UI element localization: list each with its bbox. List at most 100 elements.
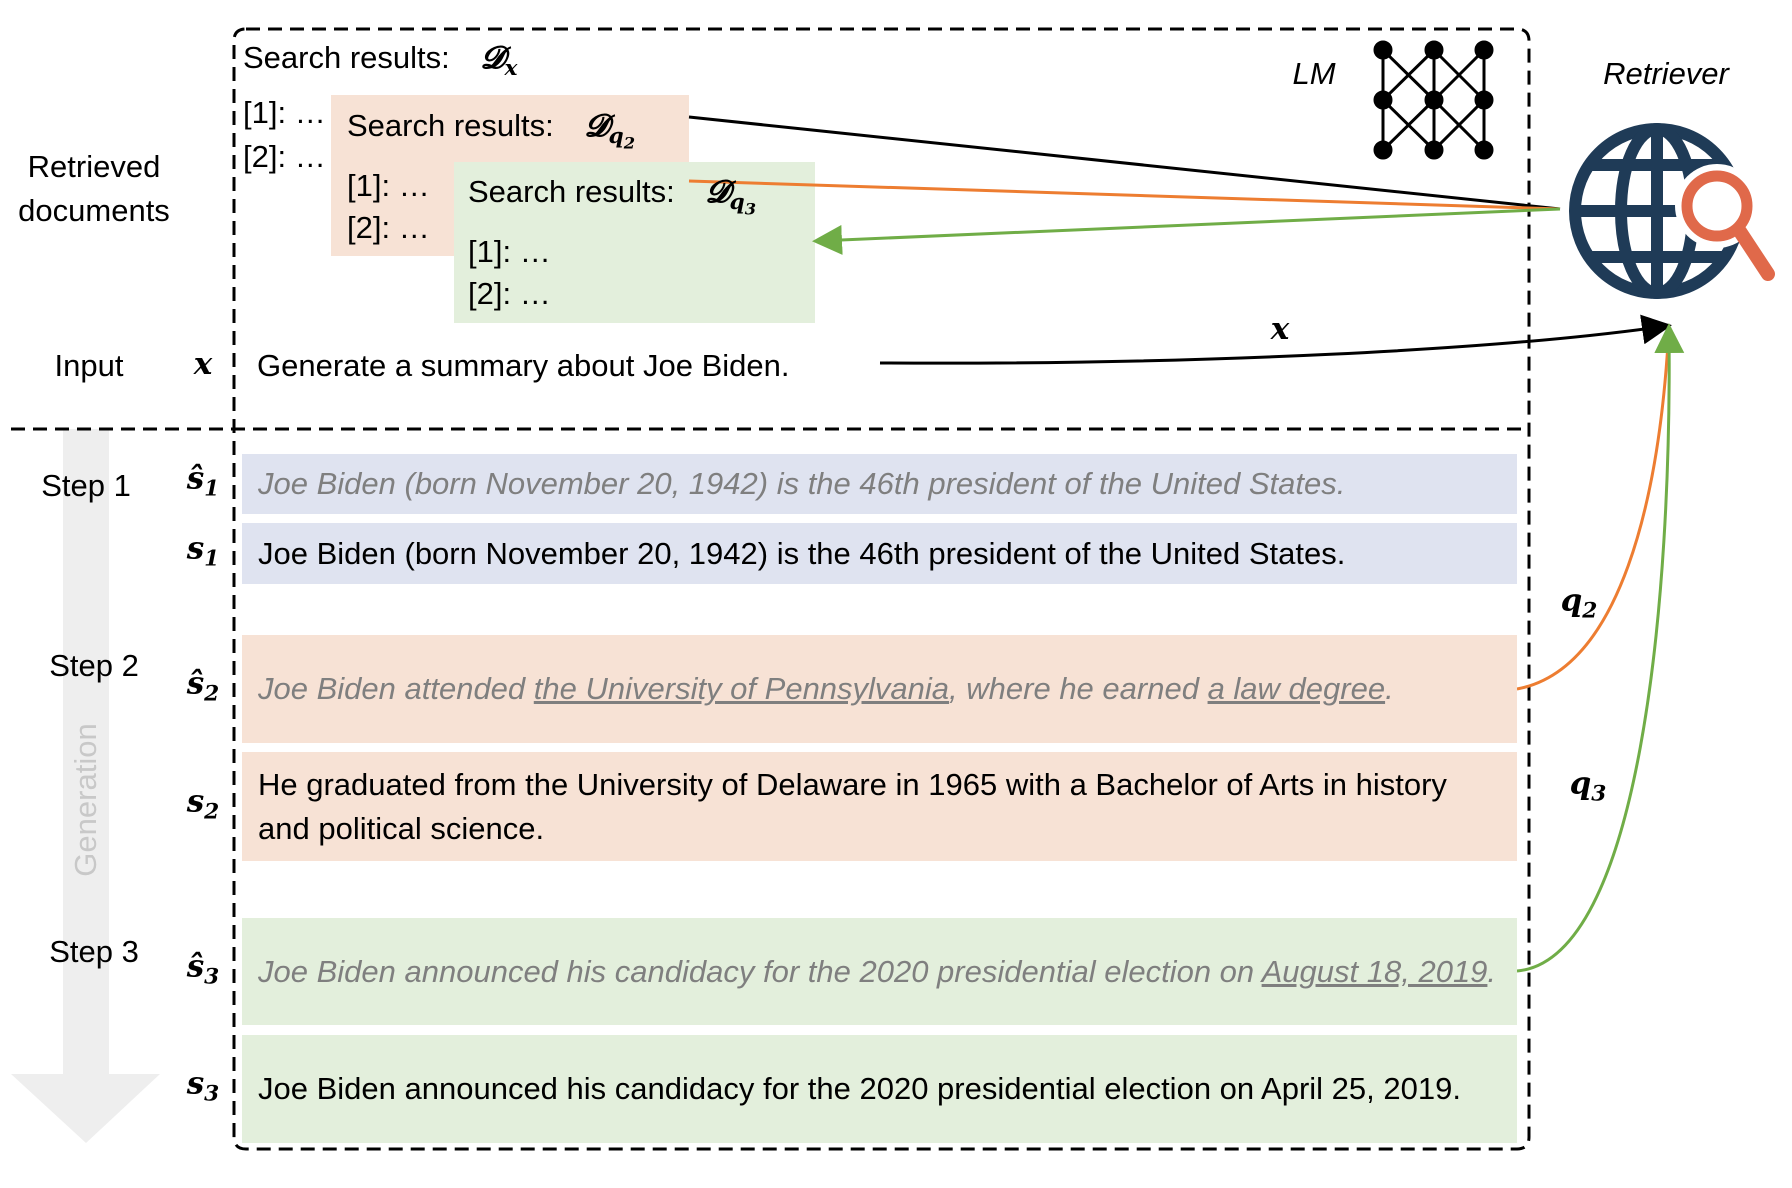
row-label: Input bbox=[54, 348, 124, 383]
subscript-text: q bbox=[729, 190, 745, 216]
sentence-part: August 18, 2019 bbox=[1261, 953, 1488, 989]
input-symbol: x bbox=[193, 346, 213, 382]
sentence-text: Joe Biden announced his candidacy for th… bbox=[258, 1067, 1461, 1111]
symbol: 𝓓 bbox=[480, 40, 505, 76]
query-arrow bbox=[1516, 323, 1685, 973]
search-results: Search results: 𝓓q3 [1]: … [2]: … bbox=[468, 170, 756, 316]
search-item: [1]: … bbox=[468, 233, 551, 269]
search-symbol: 𝓓q3 bbox=[705, 174, 756, 219]
subscript-text: x bbox=[504, 56, 518, 82]
sentence-part: Joe Biden attended bbox=[258, 671, 534, 706]
subsubscript: 2 bbox=[623, 133, 636, 153]
step-label: Step 3 bbox=[49, 934, 139, 969]
lm-icon bbox=[1373, 40, 1494, 160]
sentence-text: Joe Biden attended the University of Pen… bbox=[258, 667, 1394, 711]
subscript-text: 2 bbox=[1582, 598, 1598, 624]
sentence-box: Joe Biden announced his candidacy for th… bbox=[242, 918, 1517, 1025]
subscript: 2 bbox=[1582, 599, 1597, 624]
symbol: q bbox=[1569, 765, 1592, 802]
symbol: q bbox=[1560, 582, 1583, 619]
sentence-box: Joe Biden announced his candidacy for th… bbox=[242, 1035, 1517, 1143]
search-item: [2]: … bbox=[243, 139, 326, 175]
sentence-symbol: s2 bbox=[187, 779, 220, 834]
subscript: x bbox=[505, 56, 518, 81]
row-label: Retrieved documents bbox=[18, 149, 170, 228]
lm-label: LM bbox=[1292, 56, 1336, 91]
subscript-text: 2 bbox=[204, 681, 220, 707]
subscript: 1 bbox=[204, 546, 219, 571]
search-item: [2]: … bbox=[468, 275, 551, 311]
sentence-box: Joe Biden (born November 20, 1942) is th… bbox=[242, 454, 1517, 514]
subscript-text: q bbox=[608, 124, 624, 150]
symbol: 𝓓 bbox=[584, 108, 609, 144]
search-results: Search results: 𝓓q2 [1]: … [2]: … bbox=[347, 104, 635, 250]
sentence-part: Joe Biden announced his candidacy for th… bbox=[258, 953, 1262, 989]
sentence-part: Joe Biden (born November 20, 1942) is th… bbox=[258, 535, 1346, 571]
sentence-symbol: ŝ1 bbox=[187, 456, 220, 511]
subscript: 2 bbox=[204, 682, 219, 707]
symbol: ŝ bbox=[186, 665, 205, 702]
generation-label: Generation bbox=[68, 723, 103, 877]
sentence-symbol: ŝ2 bbox=[187, 661, 220, 716]
sentence-text: Joe Biden (born November 20, 1942) is th… bbox=[258, 462, 1345, 506]
symbol: ŝ bbox=[186, 460, 205, 497]
search-symbol: 𝓓x bbox=[480, 40, 518, 81]
subsubscript: 3 bbox=[744, 199, 757, 219]
search-results: Search results: 𝓓x [1]: … [2]: … bbox=[243, 36, 517, 179]
connector bbox=[688, 115, 1561, 211]
search-symbol: 𝓓q2 bbox=[584, 108, 635, 153]
sentence-part: Joe Biden (born November 20, 1942) is th… bbox=[258, 466, 1346, 501]
subscript-text: 3 bbox=[204, 964, 220, 990]
search-item: [1]: … bbox=[347, 167, 430, 203]
subscript: 2 bbox=[204, 799, 219, 824]
symbol: 𝓓 bbox=[705, 174, 730, 210]
sentence-box: Joe Biden attended the University of Pen… bbox=[242, 635, 1517, 743]
search-label: Search results: bbox=[347, 108, 554, 143]
sentence-symbol: ŝ3 bbox=[187, 944, 220, 999]
subscript: q2 bbox=[608, 124, 636, 152]
subscript-text: 1 bbox=[204, 476, 220, 502]
search-header: Search results: 𝓓q3 bbox=[468, 170, 756, 232]
sentence-part: . bbox=[1385, 671, 1394, 706]
subscript-text: 3 bbox=[1591, 781, 1607, 807]
search-box-q3 bbox=[454, 162, 815, 323]
generation-arrow bbox=[11, 429, 160, 1143]
sentence-part: Joe Biden announced his candidacy for th… bbox=[258, 1071, 1461, 1106]
sentence-part: a law degree bbox=[1207, 671, 1386, 706]
sentence-text: Joe Biden announced his candidacy for th… bbox=[258, 950, 1496, 994]
symbol: x bbox=[1270, 311, 1290, 347]
subscript: 3 bbox=[204, 964, 219, 989]
arrow-label: q2 bbox=[1561, 578, 1598, 633]
subscript-text: 2 bbox=[204, 799, 220, 825]
connector bbox=[812, 207, 1561, 255]
lm-frame bbox=[232, 27, 1531, 1151]
step-label: Step 2 bbox=[49, 648, 139, 683]
symbol: s bbox=[186, 782, 205, 819]
sentence-symbol: s3 bbox=[187, 1061, 220, 1116]
sentence-text: He graduated from the University of Dela… bbox=[258, 763, 1501, 851]
query-arrow bbox=[1516, 325, 1671, 691]
sentence-text: Joe Biden (born November 20, 1942) is th… bbox=[258, 532, 1345, 576]
sentence-part: , where he earned bbox=[949, 671, 1208, 706]
arrow-label: x bbox=[1271, 307, 1289, 351]
step-label: Step 1 bbox=[41, 468, 131, 503]
search-item: [1]: … bbox=[243, 95, 326, 131]
symbol: s bbox=[186, 529, 205, 566]
subscript: 3 bbox=[1591, 782, 1606, 807]
subscript-text: 1 bbox=[204, 546, 220, 572]
subscript: 1 bbox=[204, 477, 219, 502]
input-arrow bbox=[879, 314, 1672, 365]
search-header: Search results: 𝓓x bbox=[243, 36, 517, 91]
sentence-box: He graduated from the University of Dela… bbox=[242, 752, 1517, 861]
connector bbox=[688, 179, 1561, 211]
search-label: Search results: bbox=[243, 40, 450, 75]
search-item: [2]: … bbox=[347, 209, 430, 245]
sentence-part: . bbox=[1487, 953, 1497, 989]
search-header: Search results: 𝓓q2 bbox=[347, 104, 635, 166]
subscript: q3 bbox=[729, 190, 757, 218]
sentence-symbol: s1 bbox=[187, 526, 220, 581]
input-text: Generate a summary about Joe Biden. bbox=[257, 348, 790, 383]
magnifier bbox=[1681, 170, 1753, 242]
